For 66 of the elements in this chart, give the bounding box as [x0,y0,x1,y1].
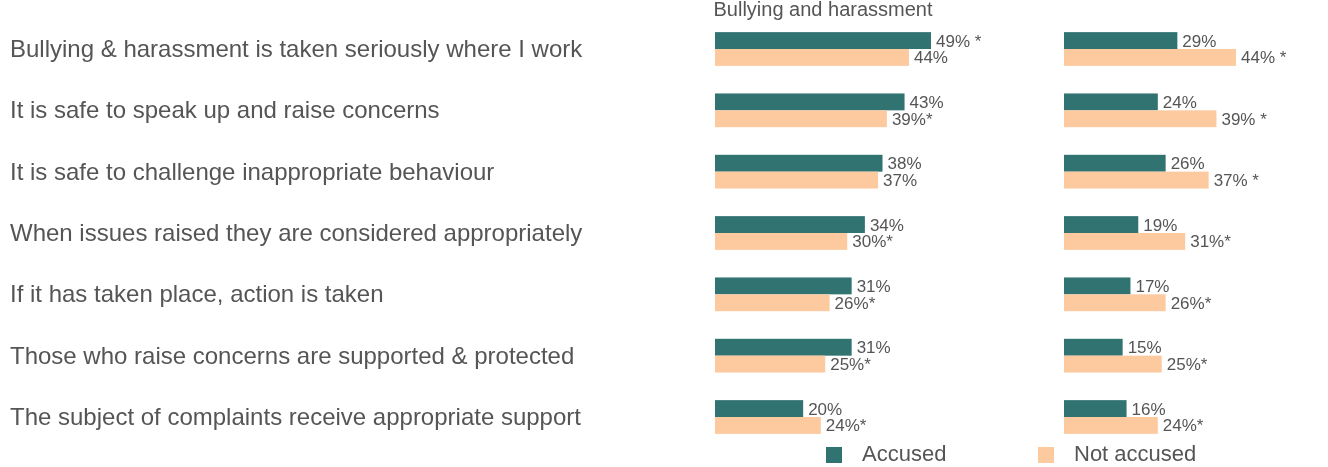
data-label: 37% * [1213,171,1260,191]
bar [715,294,830,312]
bar [715,216,865,233]
y-tick-label: It is safe to speak up and raise concerns [10,96,440,124]
bar [1064,32,1178,49]
data-label: 25%* [830,355,872,375]
bar [1064,49,1236,66]
bar [1064,154,1166,172]
data-label: 26% [1170,154,1205,174]
bar [715,400,804,417]
data-label: 29% [1182,31,1217,51]
bar [715,277,852,295]
bar [715,417,821,434]
chart-title: Bullying and harassment [713,0,933,20]
data-label: 31% [856,338,891,358]
bar [715,355,826,373]
data-label: 26%* [834,293,876,313]
bar [715,32,931,49]
bar [715,338,852,356]
data-label: 34% [869,215,904,235]
bar [715,93,905,111]
bar [1064,338,1123,356]
data-label: 31%* [1190,232,1232,252]
data-label: 25%* [1166,355,1208,375]
data-label: 16% [1131,399,1166,419]
data-label: 24% [1162,92,1197,112]
data-label: 44% * [1241,48,1287,68]
bar [1064,294,1166,312]
data-label: 31% [856,276,891,296]
data-label: 44% [913,48,948,68]
bar [1064,277,1131,295]
bar [1064,417,1158,434]
data-label: 37% [883,171,918,191]
bar [715,154,883,172]
data-label: 30%* [852,232,894,252]
bar [1064,110,1217,128]
bar [1064,171,1209,189]
y-tick-label: The subject of complaints receive appropriate support [10,403,582,430]
bar [715,171,879,189]
data-label: 39%* [891,109,933,129]
legend-label: Accused [862,441,947,466]
data-label: 24%* [1162,416,1204,436]
data-label: 24%* [825,416,867,436]
data-label: 43% [909,92,944,112]
y-tick-label: It is safe to challenge inappropriate behaviour [10,157,495,185]
y-tick-label: Bullying & harassment is taken seriously where I work [10,35,584,62]
bar [1064,216,1139,233]
bar [1064,233,1186,250]
data-label: 17% [1135,276,1170,296]
data-label: 26%* [1170,293,1212,313]
data-label: 15% [1127,338,1162,358]
data-label: 39% * [1221,109,1268,129]
bar [715,110,887,128]
data-label: 20% [808,399,843,419]
bar [715,233,848,250]
y-tick-label: Those who raise concerns are supported & protected [10,341,575,369]
bar [1064,355,1162,373]
data-label: 49% * [936,31,982,51]
y-tick-label: If it has taken place, action is taken [10,280,384,308]
y-tick-label: When issues raised they are considered appropriately [10,219,583,246]
legend-label: Not accused [1074,441,1197,466]
bar [1064,93,1158,111]
data-label: 38% [887,154,922,174]
data-label: 19% [1143,215,1178,235]
bar [1064,400,1127,417]
bar [715,49,909,66]
